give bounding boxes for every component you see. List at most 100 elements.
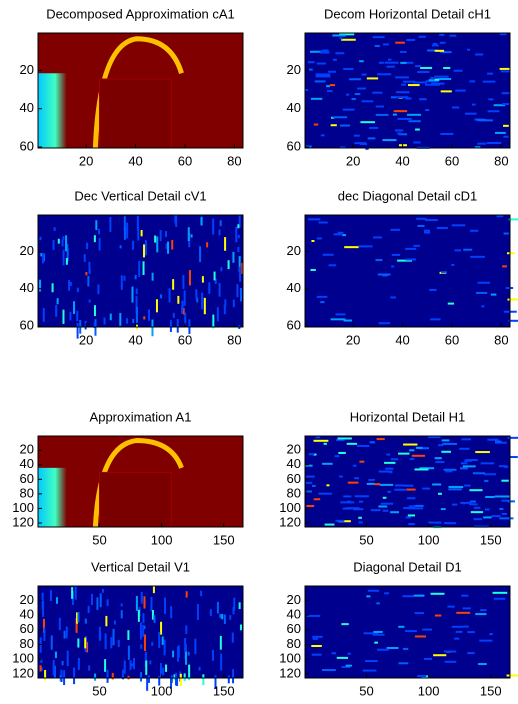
image-speck xyxy=(216,601,219,614)
image-speck xyxy=(479,639,493,642)
image-speck xyxy=(443,522,457,525)
image-speck xyxy=(184,638,187,652)
axes-box xyxy=(37,435,244,528)
image-speck xyxy=(405,258,416,261)
image-speck xyxy=(422,628,433,631)
image-speck xyxy=(423,229,431,232)
image-speck xyxy=(442,442,458,445)
image-speck xyxy=(172,650,175,658)
image-speck xyxy=(406,497,416,500)
axes-box xyxy=(304,435,511,528)
image-speck xyxy=(110,637,113,649)
image-speck xyxy=(62,309,65,324)
image-speck xyxy=(470,255,485,258)
image-speck xyxy=(346,442,358,445)
image-speck xyxy=(499,67,511,70)
image-speck xyxy=(365,147,369,150)
image-speck xyxy=(142,613,145,624)
image-speck xyxy=(160,663,163,678)
image-speck xyxy=(52,659,55,676)
image-speck xyxy=(131,286,134,303)
image-speck xyxy=(184,312,187,325)
image-speck xyxy=(231,632,234,643)
image-speck xyxy=(386,453,391,456)
image-speck xyxy=(138,260,141,278)
image-speck xyxy=(331,652,337,655)
image-speck xyxy=(359,60,364,63)
image-speck xyxy=(313,498,321,501)
image-speck xyxy=(232,251,235,263)
image-speck xyxy=(400,61,407,64)
image-speck xyxy=(339,124,350,127)
y-tick-label: 120 xyxy=(279,665,301,680)
image-speck xyxy=(137,609,140,622)
image-speck xyxy=(315,73,331,76)
x-tick-label: 100 xyxy=(418,683,440,698)
image-speck xyxy=(351,98,356,101)
image-speck xyxy=(405,247,417,250)
y-tick-label: 120 xyxy=(12,514,34,529)
image-speck xyxy=(441,439,450,442)
image-speck xyxy=(183,673,186,682)
image-speck xyxy=(467,631,476,634)
image-speck xyxy=(305,89,309,92)
image-speck xyxy=(200,216,203,226)
image-speck xyxy=(182,275,185,289)
image-speck xyxy=(239,624,242,631)
image-speck xyxy=(336,439,345,442)
image-speck xyxy=(463,625,469,628)
image-speck xyxy=(425,80,439,83)
image-speck xyxy=(339,37,343,40)
y-tick-label: 60 xyxy=(20,621,34,636)
image-speck xyxy=(503,135,509,138)
image-speck xyxy=(378,505,388,508)
image-speck xyxy=(433,654,447,657)
image-speck xyxy=(439,33,445,36)
image-speck xyxy=(151,319,154,337)
image-speck xyxy=(417,224,425,227)
image-speck xyxy=(308,453,315,456)
image-speck xyxy=(326,90,333,93)
image-speck xyxy=(209,609,212,617)
image-speck xyxy=(467,652,475,655)
image-speck xyxy=(220,653,223,671)
image-speck xyxy=(382,496,387,499)
image-content xyxy=(37,585,244,691)
image-speck xyxy=(434,75,449,78)
image-speck xyxy=(368,478,372,481)
image-speck xyxy=(434,457,442,460)
image-speck xyxy=(372,36,385,39)
image-speck xyxy=(187,227,190,242)
image-speck xyxy=(478,663,487,666)
image-speck xyxy=(409,457,415,460)
image-region xyxy=(38,73,67,148)
image-speck xyxy=(390,96,398,99)
image-speck xyxy=(352,464,357,467)
image-speck xyxy=(434,78,440,81)
image-speck xyxy=(420,66,433,69)
image-speck xyxy=(476,118,487,121)
image-speck xyxy=(127,630,130,640)
image-speck xyxy=(316,237,322,240)
image-speck xyxy=(160,621,163,635)
image-speck xyxy=(349,78,361,81)
image-speck xyxy=(307,218,321,221)
image-speck xyxy=(69,311,72,321)
y-tick-label: 60 xyxy=(20,471,34,486)
image-speck xyxy=(140,595,143,604)
image-speck xyxy=(319,51,330,54)
axes-box xyxy=(37,214,244,328)
image-speck xyxy=(474,146,481,149)
image-speck xyxy=(335,52,345,55)
axes-box xyxy=(304,214,511,328)
image-speck xyxy=(201,297,204,310)
image-speck xyxy=(501,499,511,502)
image-speck xyxy=(406,38,416,41)
image-speck xyxy=(127,645,130,660)
image-speck xyxy=(134,274,137,280)
image-speck xyxy=(358,245,373,248)
image-speck xyxy=(484,473,496,476)
image-speck xyxy=(113,620,116,625)
y-tick-label: 20 xyxy=(20,442,34,457)
